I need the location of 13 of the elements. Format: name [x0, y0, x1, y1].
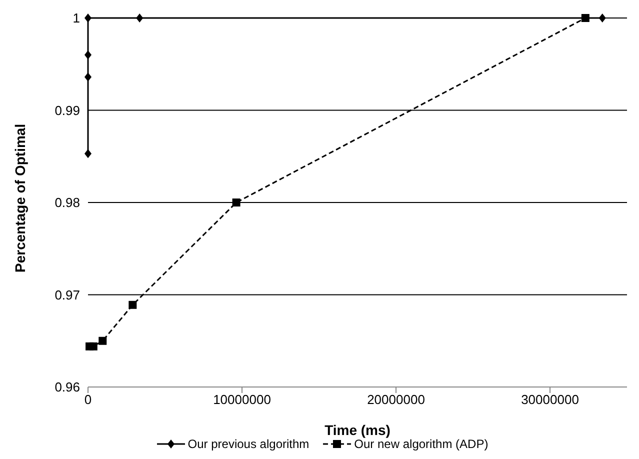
y-tick-label: 0.98	[54, 195, 80, 210]
legend-label: Our previous algorithm	[188, 437, 310, 451]
x-tick-label: 0	[84, 392, 92, 408]
x-tick-label: 20000000	[367, 392, 425, 408]
legend-label: Our new algorithm (ADP)	[354, 437, 488, 451]
y-tick-label: 1	[72, 10, 80, 26]
x-tick-label: 10000000	[213, 392, 271, 408]
y-tick-label: 0.97	[54, 287, 80, 302]
x-axis-title: Time (ms)	[324, 422, 390, 438]
y-tick-label: 0.96	[54, 380, 80, 395]
x-tick-label: 30000000	[521, 392, 579, 408]
y-axis-title: Percentage of Optimal	[12, 124, 28, 272]
y-tick-label: 0.99	[54, 102, 80, 118]
